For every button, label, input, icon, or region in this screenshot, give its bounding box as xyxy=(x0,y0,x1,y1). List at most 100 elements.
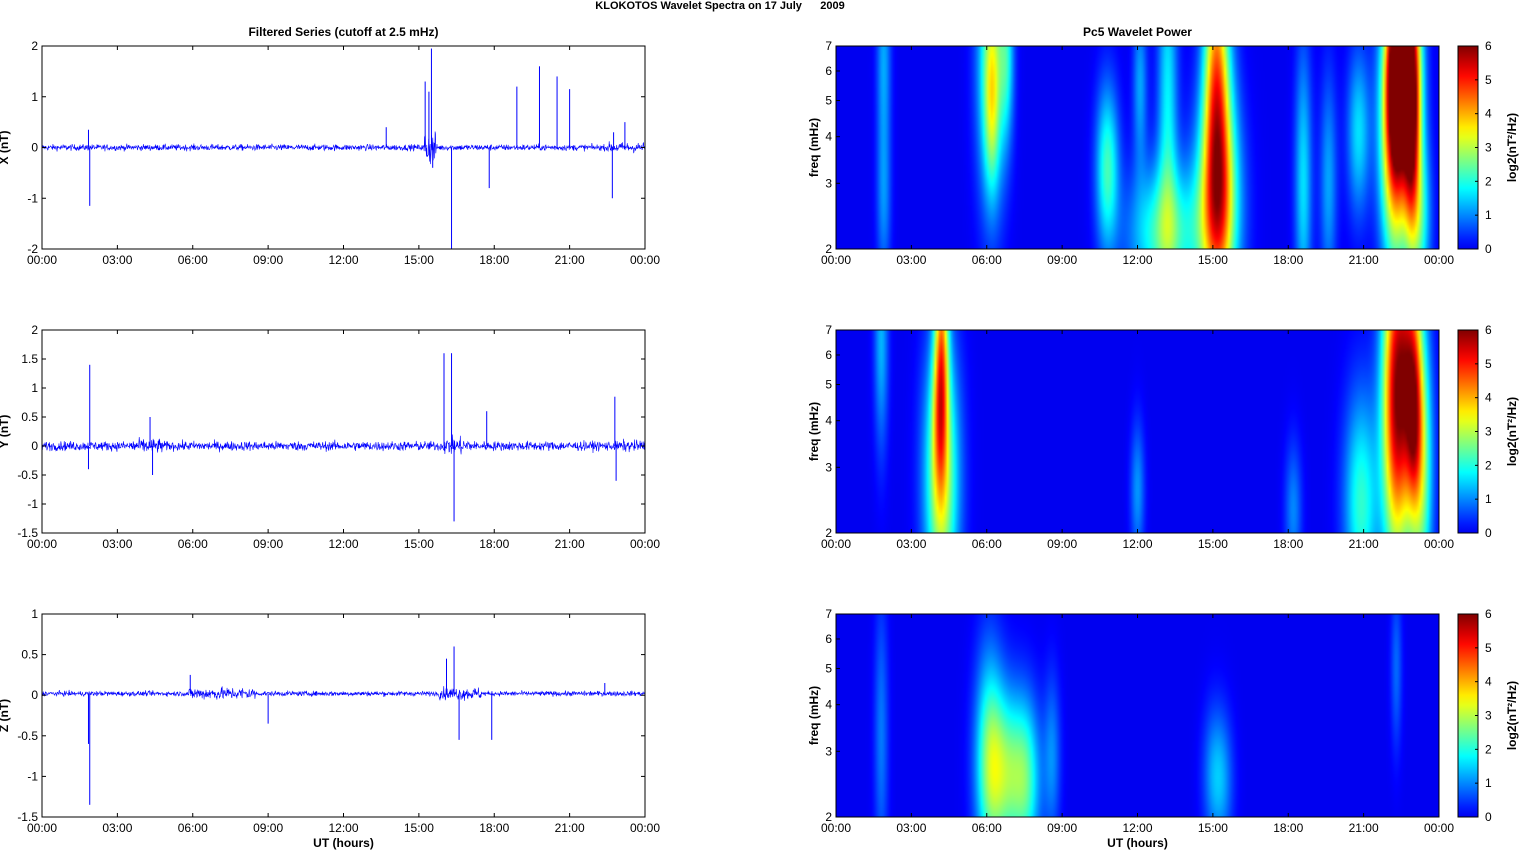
y-tick-label: -1.5 xyxy=(17,526,38,540)
x-tick-label: 06:00 xyxy=(972,253,1002,267)
x-tick-label: 15:00 xyxy=(1198,537,1228,551)
x-tick-label: 00:00 xyxy=(630,821,660,835)
y-axis-label: freq (mHz) xyxy=(807,402,821,461)
y-axis-label: X (nT) xyxy=(0,131,11,165)
x-tick-label: 00:00 xyxy=(1424,821,1454,835)
y-tick-label: 2 xyxy=(825,810,832,824)
line-panel-filtered-x: 210-1-200:00 03:00 06:00 09:00 12:00 15:00 18:… xyxy=(0,25,660,267)
x-tick-label: 09:00 xyxy=(253,537,283,551)
x-tick-label: 09:00 xyxy=(1047,821,1077,835)
x-tick-label: 03:00 xyxy=(896,821,926,835)
x-tick-label: 21:00 xyxy=(555,253,585,267)
plot-area xyxy=(42,330,645,533)
colorbar-tick-label: 0 xyxy=(1485,810,1492,824)
y-tick-label: -1 xyxy=(27,769,38,783)
colorbar-tick-label: 4 xyxy=(1485,391,1492,405)
x-tick-label: 06:00 xyxy=(972,821,1002,835)
colorbar-tick-label: 1 xyxy=(1485,492,1492,506)
x-tick-label: 18:00 xyxy=(479,253,509,267)
y-axis-label: freq (mHz) xyxy=(807,686,821,745)
y-tick-label: 6 xyxy=(825,632,832,646)
colorbar-label: log2(nT²/Hz) xyxy=(1505,681,1519,750)
y-tick-label: 4 xyxy=(825,130,832,144)
x-tick-label: 03:00 xyxy=(102,537,132,551)
wavelet-power-image xyxy=(836,46,1439,249)
y-tick-label: 5 xyxy=(825,378,832,392)
x-tick-label: 09:00 xyxy=(253,821,283,835)
colorbar-label: log2(nT²/Hz) xyxy=(1505,397,1519,466)
y-axis-label: freq (mHz) xyxy=(807,118,821,177)
x-tick-label: 15:00 xyxy=(404,821,434,835)
y-tick-label: 7 xyxy=(825,323,832,337)
x-tick-label: 15:00 xyxy=(1198,253,1228,267)
y-tick-label: 7 xyxy=(825,39,832,53)
x-tick-label: 12:00 xyxy=(328,821,358,835)
plot-area xyxy=(42,614,645,817)
colorbar-tick-label: 2 xyxy=(1485,174,1492,188)
y-tick-label: 0 xyxy=(31,141,38,155)
y-tick-label: 0.5 xyxy=(21,410,38,424)
y-tick-label: 1 xyxy=(31,381,38,395)
y-tick-label: -1.5 xyxy=(17,810,38,824)
x-tick-label: 00:00 xyxy=(27,253,57,267)
y-tick-label: 1.5 xyxy=(21,352,38,366)
x-tick-label: 00:00 xyxy=(630,253,660,267)
colorbar-tick-label: 6 xyxy=(1485,607,1492,621)
x-tick-label: 03:00 xyxy=(896,537,926,551)
x-tick-label: 18:00 xyxy=(1273,253,1303,267)
y-tick-label: 6 xyxy=(825,64,832,78)
panel-title: Filtered Series (cutoff at 2.5 mHz) xyxy=(248,25,438,39)
y-tick-label: 5 xyxy=(825,94,832,108)
x-tick-label: 21:00 xyxy=(1349,537,1379,551)
wavelet-power-image xyxy=(836,330,1439,533)
x-tick-label: 15:00 xyxy=(404,253,434,267)
x-tick-label: 18:00 xyxy=(1273,537,1303,551)
x-tick-label: 06:00 xyxy=(178,537,208,551)
colorbar-tick-label: 4 xyxy=(1485,107,1492,121)
colorbar-label: log2(nT²/Hz) xyxy=(1505,113,1519,182)
x-tick-label: 21:00 xyxy=(1349,253,1379,267)
x-tick-label: 12:00 xyxy=(1122,253,1152,267)
y-axis-label: Y (nT) xyxy=(0,415,11,449)
x-tick-label: 12:00 xyxy=(328,537,358,551)
x-tick-label: 03:00 xyxy=(102,821,132,835)
line-panel-filtered-z: 10.50-0.5-1-1.500:00 03:00 06:00 09:00 12:00… xyxy=(0,607,660,850)
y-tick-label: 6 xyxy=(825,348,832,362)
x-tick-label: 00:00 xyxy=(1424,253,1454,267)
y-tick-label: 1 xyxy=(31,607,38,621)
x-tick-label: 12:00 xyxy=(1122,537,1152,551)
x-tick-label: 09:00 xyxy=(1047,537,1077,551)
y-tick-label: 2 xyxy=(31,39,38,53)
colorbar-tick-label: 5 xyxy=(1485,641,1492,655)
x-axis-label: UT (hours) xyxy=(1107,836,1168,850)
y-tick-label: -0.5 xyxy=(17,468,38,482)
figure-suptitle: KLOKOTOS Wavelet Spectra on 17 July 2009 xyxy=(595,0,844,12)
x-tick-label: 18:00 xyxy=(479,821,509,835)
y-tick-label: 5 xyxy=(825,662,832,676)
wavelet-power-image xyxy=(836,614,1439,817)
y-tick-label: 1 xyxy=(31,90,38,104)
colorbar-tick-label: 3 xyxy=(1485,425,1492,439)
x-tick-label: 00:00 xyxy=(821,537,851,551)
x-tick-label: 00:00 xyxy=(821,821,851,835)
colorbar-tick-label: 6 xyxy=(1485,39,1492,53)
x-tick-label: 00:00 xyxy=(821,253,851,267)
x-tick-label: 09:00 xyxy=(253,253,283,267)
x-tick-label: 18:00 xyxy=(1273,821,1303,835)
x-tick-label: 18:00 xyxy=(479,537,509,551)
colorbar-tick-label: 3 xyxy=(1485,709,1492,723)
x-tick-label: 21:00 xyxy=(555,537,585,551)
colorbar-tick-label: 0 xyxy=(1485,526,1492,540)
y-tick-label: 0 xyxy=(31,688,38,702)
x-tick-label: 21:00 xyxy=(555,821,585,835)
x-tick-label: 00:00 xyxy=(630,537,660,551)
y-tick-label: 2 xyxy=(825,526,832,540)
x-tick-label: 03:00 xyxy=(102,253,132,267)
y-tick-label: 4 xyxy=(825,414,832,428)
colorbar-tick-label: 1 xyxy=(1485,208,1492,222)
y-tick-label: -0.5 xyxy=(17,729,38,743)
